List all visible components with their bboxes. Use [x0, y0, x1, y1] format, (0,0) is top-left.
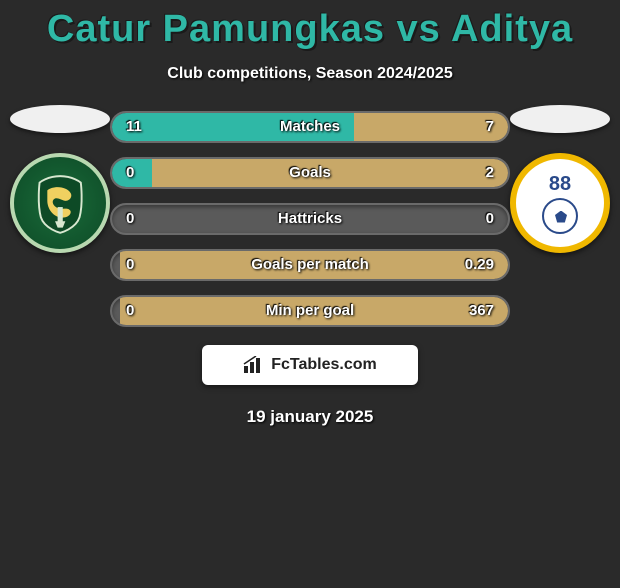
stat-value-right: 0.29 [465, 251, 494, 279]
stat-row: 0Goals per match0.29 [110, 249, 510, 281]
club-badge-number: 88 [542, 173, 578, 196]
stat-label: Goals [112, 159, 508, 187]
stat-value-right: 2 [486, 159, 494, 187]
comparison-area: 88 11Matches70Goals20Hattricks00Goals pe… [0, 111, 620, 327]
player-silhouette-icon [10, 105, 110, 133]
stat-label: Hattricks [112, 205, 508, 233]
stat-row: 11Matches7 [110, 111, 510, 143]
club-logo-right: 88 [510, 153, 610, 253]
club-logo-left [10, 153, 110, 253]
player-left-badge [10, 105, 110, 253]
stat-value-right: 367 [469, 297, 494, 325]
stat-row: 0Goals2 [110, 157, 510, 189]
stat-label: Goals per match [112, 251, 508, 279]
brand-text: FcTables.com [271, 356, 377, 374]
stat-label: Min per goal [112, 297, 508, 325]
player-right-badge: 88 [510, 105, 610, 253]
stat-value-right: 0 [486, 205, 494, 233]
comparison-title: Catur Pamungkas vs Aditya [0, 8, 620, 51]
stat-label: Matches [112, 113, 508, 141]
stat-row: 0Min per goal367 [110, 295, 510, 327]
snapshot-date: 19 january 2025 [0, 407, 620, 427]
bar-chart-icon [243, 356, 265, 374]
brand-badge: FcTables.com [202, 345, 418, 385]
comparison-subtitle: Club competitions, Season 2024/2025 [0, 65, 620, 83]
stat-value-right: 7 [486, 113, 494, 141]
soccer-ball-icon [542, 198, 578, 234]
stat-row: 0Hattricks0 [110, 203, 510, 235]
stat-bars: 11Matches70Goals20Hattricks00Goals per m… [110, 111, 510, 327]
persebaya-crest-icon [28, 171, 92, 235]
player-silhouette-icon [510, 105, 610, 133]
